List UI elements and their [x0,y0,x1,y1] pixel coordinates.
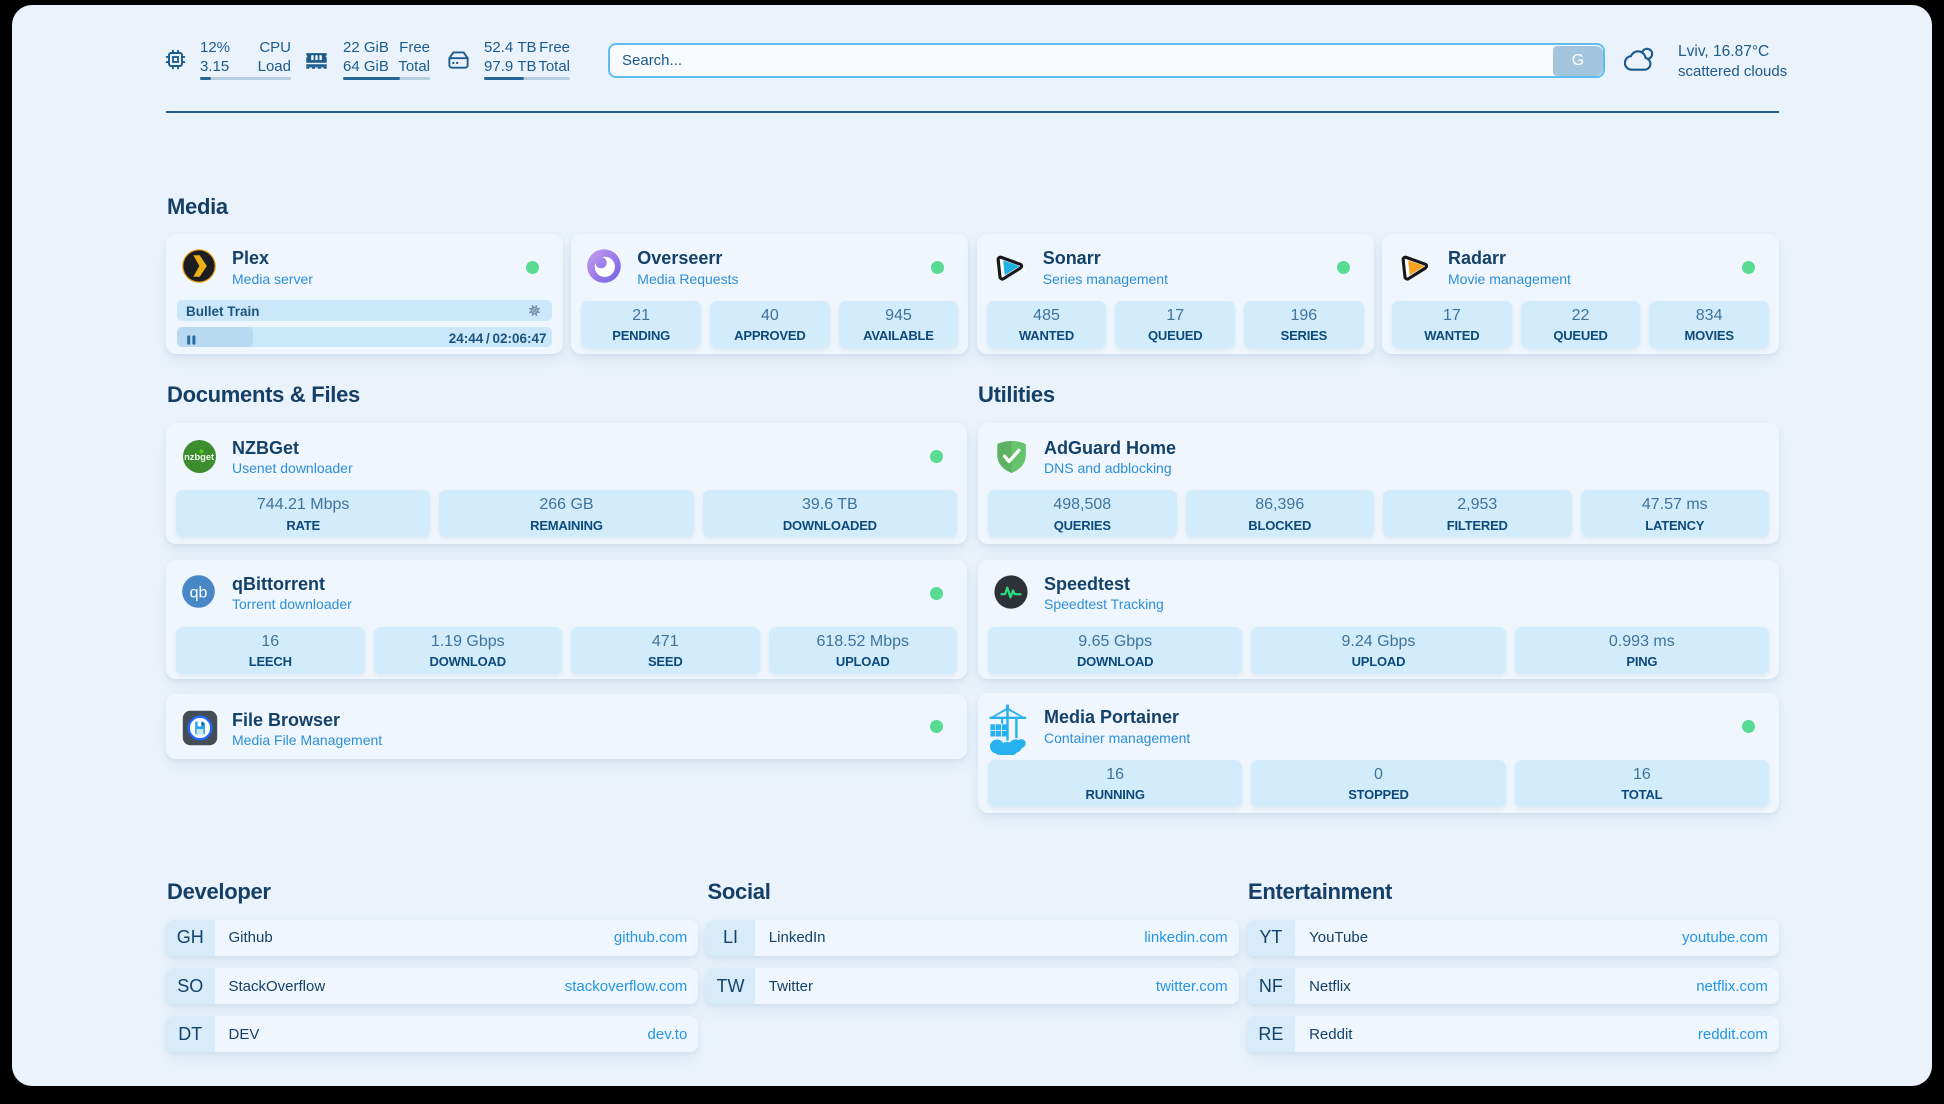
svg-text:qb: qb [190,585,208,602]
svg-text:nzbget: nzbget [184,452,214,462]
